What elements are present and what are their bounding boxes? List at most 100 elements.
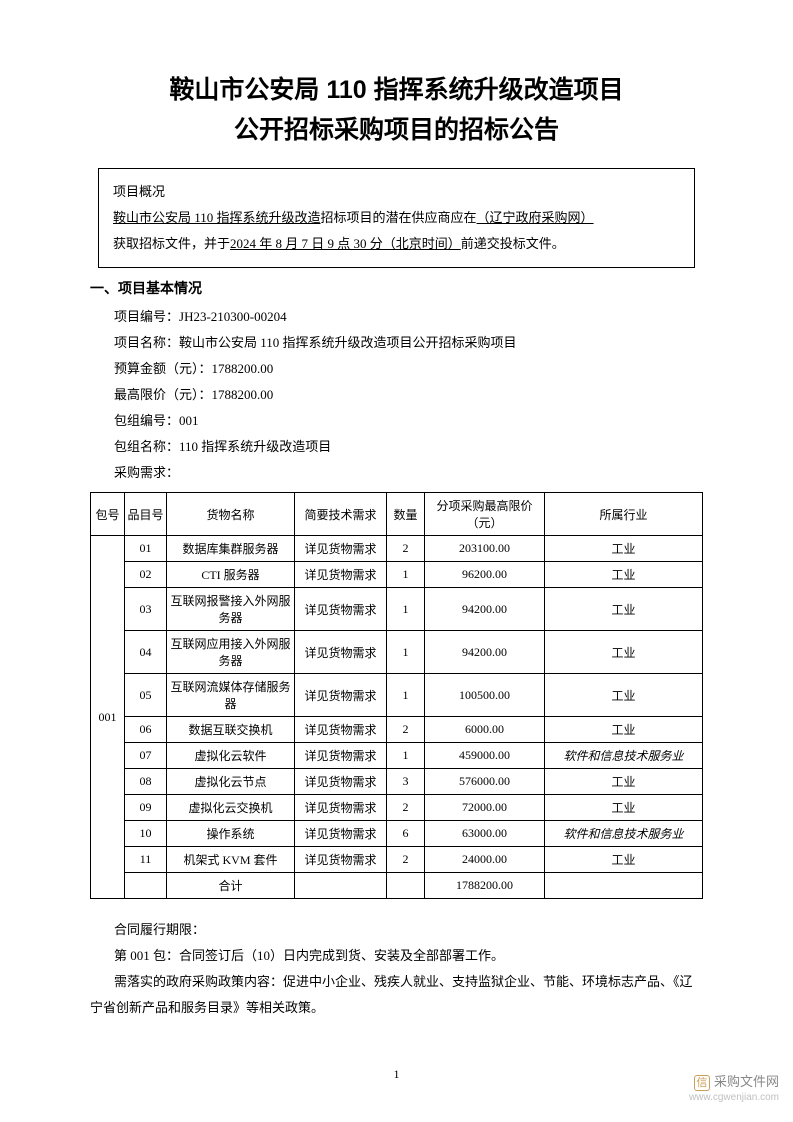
th-qty: 数量	[387, 493, 425, 536]
cell-qty: 1	[387, 562, 425, 588]
cell-industry: 工业	[545, 847, 703, 873]
cell-blank	[125, 873, 167, 899]
cell-price: 94200.00	[425, 631, 545, 674]
cell-price: 24000.00	[425, 847, 545, 873]
cell-item: 01	[125, 536, 167, 562]
page-number: 1	[0, 1067, 793, 1082]
cell-industry: 工业	[545, 717, 703, 743]
cell-qty: 6	[387, 821, 425, 847]
page-title: 鞍山市公安局 110 指挥系统升级改造项目 公开招标采购项目的招标公告	[90, 70, 703, 150]
overview-box: 项目概况 鞍山市公安局 110 指挥系统升级改造招标项目的潜在供应商应在（辽宁政…	[98, 168, 695, 268]
cell-industry: 工业	[545, 588, 703, 631]
overview-l2-post: 前递交投标文件。	[461, 236, 565, 251]
cell-tech: 详见货物需求	[295, 743, 387, 769]
th-name: 货物名称	[167, 493, 295, 536]
contract-label: 合同履行期限：	[90, 917, 703, 943]
info-pkg-no: 包组编号：001	[114, 408, 703, 434]
cell-price: 203100.00	[425, 536, 545, 562]
th-tech: 简要技术需求	[295, 493, 387, 536]
overview-u1: 鞍山市公安局 110 指挥系统升级改造	[113, 210, 321, 225]
table-row: 03互联网报警接入外网服务器详见货物需求194200.00工业	[91, 588, 703, 631]
cell-item: 02	[125, 562, 167, 588]
cell-name: 虚拟化云节点	[167, 769, 295, 795]
contract-text: 第 001 包：合同签订后（10）日内完成到货、安装及全部部署工作。	[90, 943, 703, 969]
table-row: 09虚拟化云交换机详见货物需求272000.00工业	[91, 795, 703, 821]
cell-name: 数据库集群服务器	[167, 536, 295, 562]
overview-u2: （辽宁政府采购网）	[477, 210, 594, 225]
cell-industry: 工业	[545, 674, 703, 717]
cell-tech: 详见货物需求	[295, 562, 387, 588]
cell-price: 94200.00	[425, 588, 545, 631]
overview-line-1: 鞍山市公安局 110 指挥系统升级改造招标项目的潜在供应商应在（辽宁政府采购网）	[113, 205, 680, 231]
cell-qty: 2	[387, 536, 425, 562]
cell-item: 04	[125, 631, 167, 674]
overview-l2-u: 2024 年 8 月 7 日 9 点 30 分（北京时间）	[230, 236, 461, 251]
cell-name: 机架式 KVM 套件	[167, 847, 295, 873]
cell-tech: 详见货物需求	[295, 631, 387, 674]
info-budget: 预算金额（元）：1788200.00	[114, 356, 703, 382]
watermark-url: www.cgwenjian.com	[689, 1091, 779, 1104]
cell-total-label: 合计	[167, 873, 295, 899]
cell-name: 虚拟化云交换机	[167, 795, 295, 821]
section-1-heading: 一、项目基本情况	[90, 278, 703, 298]
items-table: 包号 品目号 货物名称 简要技术需求 数量 分项采购最高限价（元） 所属行业 0…	[90, 492, 703, 899]
cell-industry: 软件和信息技术服务业	[545, 743, 703, 769]
cell-name: 互联网报警接入外网服务器	[167, 588, 295, 631]
cell-blank	[295, 873, 387, 899]
cell-name: 虚拟化云软件	[167, 743, 295, 769]
cell-qty: 2	[387, 795, 425, 821]
cell-industry: 工业	[545, 562, 703, 588]
table-row: 07虚拟化云软件详见货物需求1459000.00软件和信息技术服务业	[91, 743, 703, 769]
cell-price: 576000.00	[425, 769, 545, 795]
table-row: 04互联网应用接入外网服务器详见货物需求194200.00工业	[91, 631, 703, 674]
overview-l2-pre: 获取招标文件，并于	[113, 236, 230, 251]
table-row: 00101数据库集群服务器详见货物需求2203100.00工业	[91, 536, 703, 562]
cell-industry: 工业	[545, 769, 703, 795]
cell-qty: 1	[387, 743, 425, 769]
watermark-icon: 信	[694, 1075, 710, 1091]
cell-tech: 详见货物需求	[295, 847, 387, 873]
cell-item: 11	[125, 847, 167, 873]
table-row: 11机架式 KVM 套件详见货物需求224000.00工业	[91, 847, 703, 873]
cell-tech: 详见货物需求	[295, 821, 387, 847]
info-proj-no: 项目编号：JH23-210300-00204	[114, 304, 703, 330]
cell-total-price: 1788200.00	[425, 873, 545, 899]
cell-item: 10	[125, 821, 167, 847]
footer-block: 合同履行期限： 第 001 包：合同签订后（10）日内完成到货、安装及全部部署工…	[90, 917, 703, 1021]
cell-tech: 详见货物需求	[295, 588, 387, 631]
cell-qty: 1	[387, 588, 425, 631]
cell-name: 操作系统	[167, 821, 295, 847]
cell-item: 08	[125, 769, 167, 795]
cell-price: 72000.00	[425, 795, 545, 821]
table-header-row: 包号 品目号 货物名称 简要技术需求 数量 分项采购最高限价（元） 所属行业	[91, 493, 703, 536]
cell-industry: 软件和信息技术服务业	[545, 821, 703, 847]
title-line-2: 公开招标采购项目的招标公告	[234, 116, 559, 144]
table-row: 02CTI 服务器详见货物需求196200.00工业	[91, 562, 703, 588]
cell-name: CTI 服务器	[167, 562, 295, 588]
cell-industry: 工业	[545, 795, 703, 821]
policy-text: 需落实的政府采购政策内容：促进中小企业、残疾人就业、支持监狱企业、节能、环境标志…	[90, 969, 703, 1021]
cell-qty: 3	[387, 769, 425, 795]
cell-tech: 详见货物需求	[295, 795, 387, 821]
title-line-1: 鞍山市公安局 110 指挥系统升级改造项目	[169, 76, 623, 104]
cell-tech: 详见货物需求	[295, 536, 387, 562]
cell-price: 100500.00	[425, 674, 545, 717]
cell-blank	[387, 873, 425, 899]
cell-pkg: 001	[91, 536, 125, 899]
table-row: 10操作系统详见货物需求663000.00软件和信息技术服务业	[91, 821, 703, 847]
cell-industry: 工业	[545, 536, 703, 562]
cell-price: 96200.00	[425, 562, 545, 588]
table-row: 05互联网流媒体存储服务器详见货物需求1100500.00工业	[91, 674, 703, 717]
table-total-row: 合计 1788200.00	[91, 873, 703, 899]
cell-item: 05	[125, 674, 167, 717]
cell-tech: 详见货物需求	[295, 717, 387, 743]
overview-line-2: 获取招标文件，并于2024 年 8 月 7 日 9 点 30 分（北京时间）前递…	[113, 231, 680, 257]
watermark: 信采购文件网 www.cgwenjian.com	[689, 1074, 779, 1104]
th-item: 品目号	[125, 493, 167, 536]
table-row: 08虚拟化云节点详见货物需求3576000.00工业	[91, 769, 703, 795]
watermark-label: 采购文件网	[714, 1074, 779, 1089]
cell-blank	[545, 873, 703, 899]
info-proj-name: 项目名称：鞍山市公安局 110 指挥系统升级改造项目公开招标采购项目	[114, 330, 703, 356]
overview-mid: 招标项目的潜在供应商应在	[321, 210, 477, 225]
cell-item: 09	[125, 795, 167, 821]
